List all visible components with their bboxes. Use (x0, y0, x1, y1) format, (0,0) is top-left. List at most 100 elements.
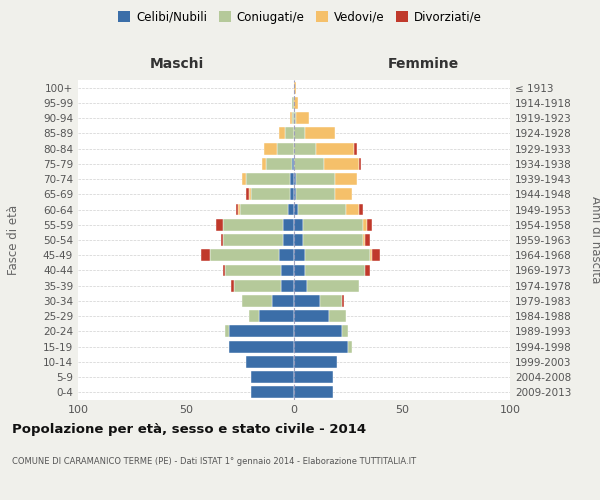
Bar (223, 234, 283, 246)
Bar (335, 173, 356, 185)
Bar (294, 82, 296, 94)
Bar (292, 97, 294, 109)
Bar (236, 204, 238, 216)
Bar (281, 280, 294, 291)
Bar (294, 326, 341, 338)
Bar (294, 250, 305, 261)
Bar (201, 250, 210, 261)
Bar (248, 310, 259, 322)
Bar (223, 264, 225, 276)
Bar (229, 340, 294, 352)
Bar (251, 371, 294, 383)
Bar (281, 264, 294, 276)
Bar (348, 340, 352, 352)
Bar (298, 204, 346, 216)
Bar (221, 234, 223, 246)
Bar (370, 250, 372, 261)
Bar (279, 128, 286, 140)
Bar (316, 142, 355, 154)
Text: Fasce di età: Fasce di età (7, 205, 20, 275)
Bar (294, 188, 296, 200)
Bar (294, 310, 329, 322)
Bar (279, 250, 294, 261)
Bar (229, 326, 294, 338)
Bar (251, 188, 290, 200)
Bar (365, 264, 370, 276)
Bar (290, 112, 292, 124)
Bar (363, 219, 367, 230)
Bar (290, 188, 294, 200)
Text: Maschi: Maschi (150, 57, 204, 71)
Bar (335, 188, 352, 200)
Bar (302, 234, 363, 246)
Bar (216, 219, 223, 230)
Bar (294, 340, 348, 352)
Legend: Celibi/Nubili, Coniugati/e, Vedovi/e, Divorziati/e: Celibi/Nubili, Coniugati/e, Vedovi/e, Di… (113, 6, 487, 28)
Bar (294, 204, 298, 216)
Bar (296, 188, 335, 200)
Bar (277, 142, 294, 154)
Bar (307, 280, 359, 291)
Bar (365, 234, 370, 246)
Bar (233, 280, 281, 291)
Bar (341, 326, 348, 338)
Bar (272, 295, 294, 307)
Text: COMUNE DI CARAMANICO TERME (PE) - Dati ISTAT 1° gennaio 2014 - Elaborazione TUTT: COMUNE DI CARAMANICO TERME (PE) - Dati I… (12, 458, 416, 466)
Bar (294, 173, 296, 185)
Bar (294, 386, 333, 398)
Text: Anni di nascita: Anni di nascita (589, 196, 600, 284)
Bar (294, 142, 316, 154)
Bar (367, 219, 372, 230)
Bar (302, 219, 363, 230)
Bar (372, 250, 380, 261)
Bar (294, 280, 307, 291)
Bar (247, 188, 248, 200)
Bar (262, 158, 266, 170)
Bar (266, 158, 292, 170)
Bar (294, 264, 305, 276)
Bar (264, 142, 277, 154)
Bar (294, 356, 337, 368)
Bar (296, 173, 335, 185)
Bar (287, 204, 294, 216)
Text: Femmine: Femmine (388, 57, 458, 71)
Bar (294, 295, 320, 307)
Bar (225, 264, 281, 276)
Bar (363, 234, 365, 246)
Bar (294, 234, 302, 246)
Bar (359, 204, 363, 216)
Bar (329, 310, 346, 322)
Bar (242, 295, 272, 307)
Bar (294, 97, 298, 109)
Bar (251, 386, 294, 398)
Bar (290, 173, 294, 185)
Bar (294, 158, 324, 170)
Bar (286, 128, 294, 140)
Bar (210, 250, 279, 261)
Bar (294, 128, 305, 140)
Bar (247, 173, 290, 185)
Bar (346, 204, 359, 216)
Bar (355, 142, 356, 154)
Bar (238, 204, 240, 216)
Bar (240, 204, 287, 216)
Bar (232, 280, 233, 291)
Bar (341, 295, 344, 307)
Bar (305, 264, 365, 276)
Bar (259, 310, 294, 322)
Bar (292, 112, 294, 124)
Bar (359, 158, 361, 170)
Bar (283, 234, 294, 246)
Bar (294, 371, 333, 383)
Bar (225, 326, 229, 338)
Bar (248, 188, 251, 200)
Bar (292, 158, 294, 170)
Bar (242, 173, 247, 185)
Bar (320, 295, 341, 307)
Bar (294, 112, 296, 124)
Bar (283, 219, 294, 230)
Bar (305, 250, 370, 261)
Bar (296, 112, 309, 124)
Bar (247, 356, 294, 368)
Text: Popolazione per età, sesso e stato civile - 2014: Popolazione per età, sesso e stato civil… (12, 422, 366, 436)
